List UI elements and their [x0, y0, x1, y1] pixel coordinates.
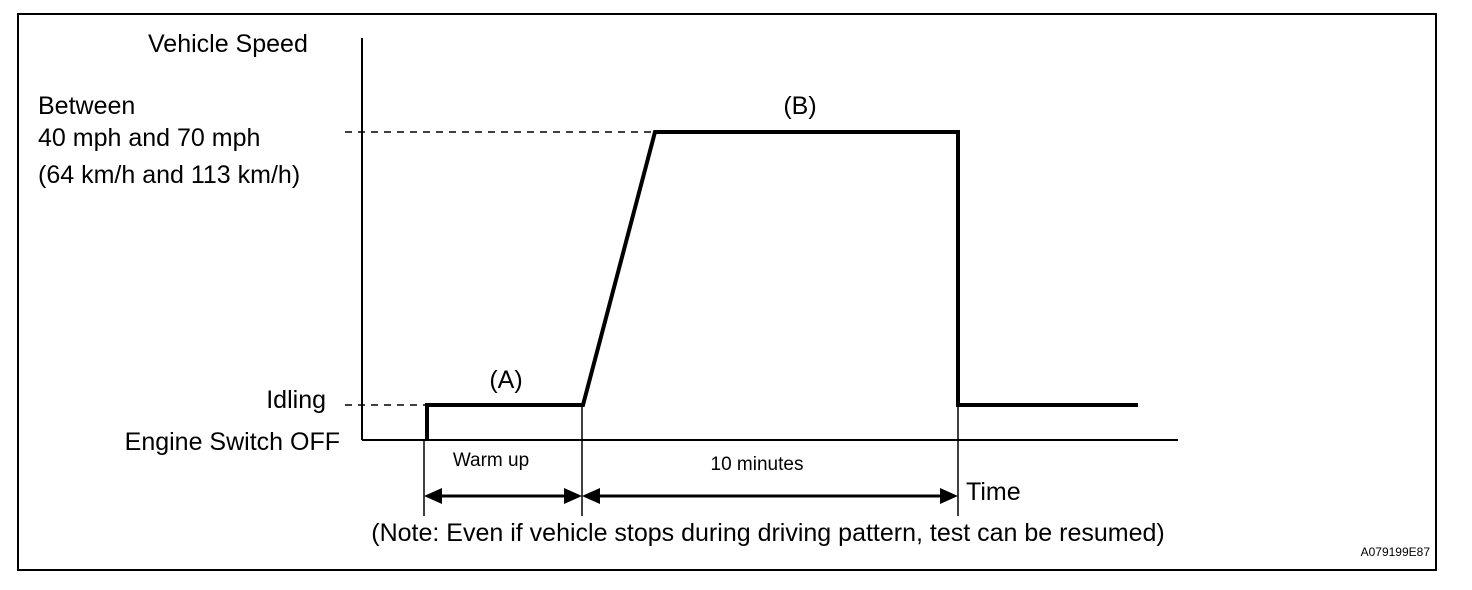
warmup-arrow-right-head [564, 488, 582, 504]
engine-off-label: Engine Switch OFF [125, 428, 340, 456]
ten-minutes-arrow-left-head [582, 488, 600, 504]
warm-up-label: Warm up [453, 450, 529, 471]
figure-id: A079199E87 [1361, 545, 1431, 559]
ten-minutes-arrow-right-head [940, 488, 958, 504]
speed-range-line-1: Between [38, 92, 135, 120]
warmup-arrow-left-head [424, 488, 442, 504]
time-axis-label: Time [966, 478, 1021, 506]
note-text: (Note: Even if vehicle stops during driv… [371, 519, 1164, 547]
idling-label: Idling [266, 386, 326, 414]
speed-range-line-3: (64 km/h and 113 km/h) [38, 161, 300, 189]
segment-b-label: (B) [783, 92, 816, 120]
ten-minutes-label: 10 minutes [711, 454, 804, 475]
segment-a-label: (A) [489, 366, 522, 394]
diagram-frame [17, 13, 1437, 571]
speed-range-line-2: 40 mph and 70 mph [38, 124, 260, 152]
speed-trace [425, 130, 1138, 440]
y-axis-label: Vehicle Speed [148, 30, 308, 58]
